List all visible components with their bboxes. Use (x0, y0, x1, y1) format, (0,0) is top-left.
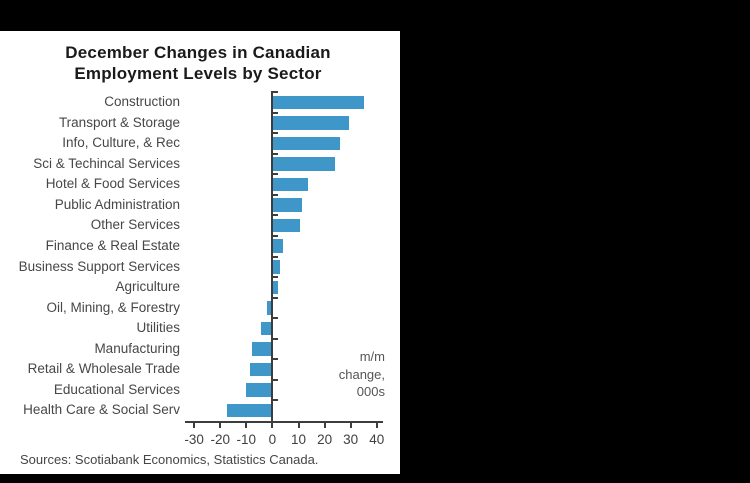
bar (272, 198, 303, 212)
x-axis-tick (271, 423, 274, 428)
x-axis-tick-label: 40 (369, 432, 385, 447)
category-label: Finance & Real Estate (45, 237, 180, 253)
category-tick (271, 91, 279, 93)
x-axis-tick (375, 423, 378, 428)
zero-baseline (271, 91, 274, 423)
category-axis-labels: Construction Transport & Storage Info, Cul… (0, 92, 180, 421)
bar (260, 321, 273, 336)
unit-label-line-3: 000s (356, 384, 385, 399)
unit-label-line-1: m/m (359, 349, 385, 364)
x-axis-line (185, 421, 383, 423)
bar (226, 403, 273, 418)
category-label: Health Care & Social Serv (23, 402, 180, 418)
bar (251, 342, 273, 356)
category-label: Educational Services (53, 381, 180, 397)
category-tick (271, 296, 279, 299)
chart-title-line-1: December Changes in Canadian (65, 43, 331, 62)
x-axis-tick-label: -10 (236, 432, 257, 447)
bar (272, 136, 341, 151)
category-label: Construction (104, 94, 180, 109)
bar (272, 218, 300, 233)
category-tick (271, 132, 279, 135)
chart-title: December Changes in Canadian Employment … (0, 42, 396, 84)
bar (272, 95, 364, 110)
bar (267, 301, 273, 315)
right-black-area (400, 0, 750, 483)
bar-chart-plot-area: -30 -20 -10 0 10 20 30 40 (184, 91, 384, 447)
category-label: Oil, Mining, & Forestry (46, 299, 180, 315)
x-axis-tick-label: -20 (210, 432, 230, 447)
x-axis-tick (193, 423, 196, 428)
category-tick (271, 152, 279, 155)
category-tick (271, 234, 279, 237)
x-axis-tick (323, 423, 326, 428)
x-axis-tick-label: 20 (317, 432, 333, 447)
category-tick (271, 358, 279, 361)
x-axis-tick-label: 30 (343, 432, 359, 447)
category-label: Manufacturing (94, 340, 180, 356)
source-note: Sources: Scotiabank Economics, Statistic… (20, 452, 319, 467)
bar (272, 239, 283, 253)
category-label: Retail & Wholesale Trade (27, 361, 180, 377)
x-axis-tick (349, 423, 352, 428)
category-label: Transport & Storage (58, 114, 180, 130)
category-tick (271, 399, 279, 402)
category-label: Other Services (90, 217, 180, 233)
bar (272, 260, 281, 274)
category-label: Hotel & Food Services (45, 176, 180, 192)
category-tick (271, 378, 279, 381)
category-tick (271, 173, 279, 176)
category-label: Utilities (136, 320, 180, 336)
axis-unit-label: m/m change, 000s (339, 348, 385, 401)
bar (272, 280, 278, 295)
bar (272, 157, 336, 171)
category-tick (271, 276, 279, 279)
category-tick (271, 337, 279, 340)
bar (250, 362, 273, 377)
x-axis-tick (297, 423, 300, 428)
x-axis-tick-label: 0 (268, 432, 277, 447)
chart-panel: December Changes in Canadian Employment … (0, 31, 400, 474)
category-tick (271, 111, 279, 114)
bar (272, 177, 308, 192)
category-label: Info, Culture, & Rec (62, 135, 180, 151)
category-label: Sci & Techincal Services (33, 155, 180, 171)
bar (272, 116, 350, 130)
chart-title-line-2: Employment Levels by Sector (74, 64, 322, 83)
x-axis-tick (219, 423, 222, 428)
category-tick (271, 214, 279, 217)
category-label: Public Administration (54, 196, 180, 212)
unit-label-line-2: change, (338, 366, 385, 382)
bottom-black-bar (0, 474, 400, 483)
category-label: Agriculture (115, 279, 180, 295)
category-label: Business Support Services (18, 258, 180, 274)
category-tick (271, 255, 279, 258)
x-axis-tick-label: -30 (184, 432, 204, 447)
bar (246, 383, 273, 397)
category-tick (271, 193, 279, 196)
x-axis-tick-label: 10 (290, 432, 307, 447)
x-axis-tick (245, 423, 248, 428)
category-tick (271, 317, 279, 320)
